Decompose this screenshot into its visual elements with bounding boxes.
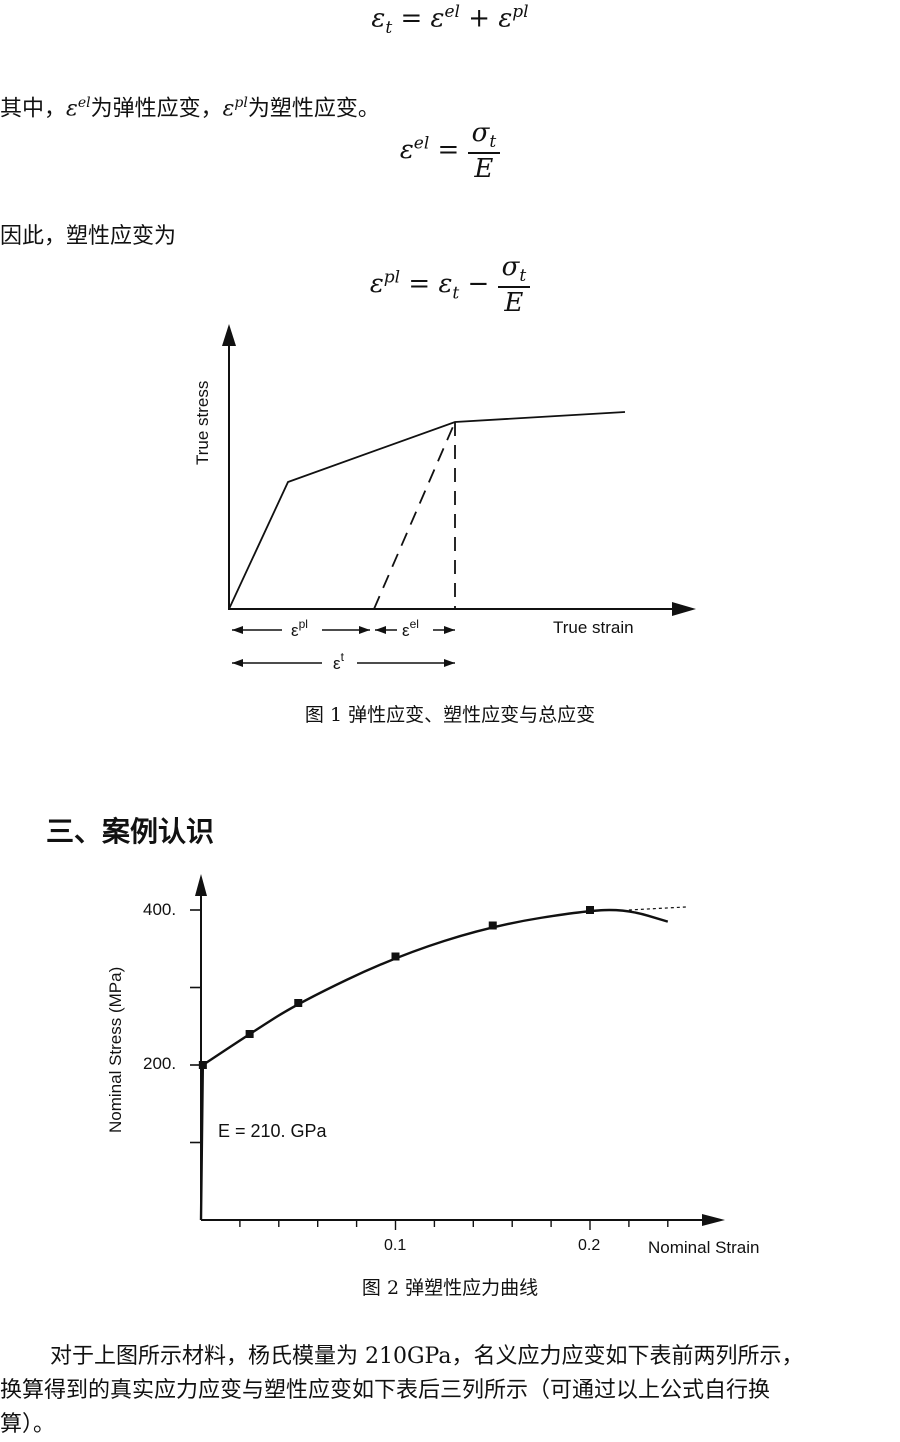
data-point-marker (488, 921, 497, 930)
x-tick-label-0.1: 0.1 (384, 1237, 406, 1254)
body-line-1: 对于上图所示材料，杨氏模量为 210GPa，名义应力应变如下表前两列所示， (50, 1344, 804, 1369)
y-tick-label-200: 200. (143, 1054, 176, 1073)
x-tick-label-0.2: 0.2 (578, 1237, 600, 1254)
figure-1-caption: 图 1 弹性应变、塑性应变与总应变 (304, 704, 596, 726)
y-axis-label: True stress (193, 381, 212, 465)
series-group (198, 906, 688, 1221)
x-ticks (239, 1220, 669, 1230)
figure-2-chart: 400. 200. 0.1 0.2 Nominal Strain Nominal… (106, 874, 760, 1257)
data-point-marker (245, 1030, 254, 1038)
data-point-marker (391, 952, 400, 961)
arrow-head (444, 626, 455, 634)
paragraph-therefore: 因此，塑性应变为 (0, 224, 177, 249)
fraction: σt E (467, 118, 501, 184)
eps-pl-label: εpl (291, 617, 308, 640)
arrow-head (232, 659, 243, 667)
x-axis-arrow (702, 1214, 725, 1226)
y-axis-arrow (222, 324, 236, 346)
arrow-head (444, 659, 455, 667)
section-heading: 三、案例认识 (46, 815, 215, 848)
stress-strain-line (199, 908, 669, 1221)
x-axis-label: True strain (553, 618, 634, 637)
extrapolation-dashed-line (628, 906, 688, 911)
equation-total-strain: εt = εel + εpl (371, 2, 529, 38)
arrow-head (359, 626, 370, 634)
data-point-marker (198, 1061, 207, 1069)
eps-t-label: εt (333, 650, 345, 673)
figure-1-strain-diagram: True stress True strain εpl εel εt (193, 324, 696, 673)
unloading-line (373, 421, 456, 610)
body-paragraph: 对于上图所示材料，杨氏模量为 210GPa，名义应力应变如下表前两列所示， 换算… (0, 1340, 900, 1442)
x-axis-label: Nominal Strain (648, 1238, 760, 1257)
x-axis-arrow (672, 602, 696, 616)
arrow-head (232, 626, 243, 634)
paragraph-strain-definition: 其中，εel为弹性应变，εpl为塑性应变。 (0, 95, 380, 122)
figure-2-caption: 图 2 弹塑性应力曲线 (361, 1277, 539, 1299)
y-axis-arrow (195, 874, 207, 896)
data-point-marker (294, 999, 303, 1007)
y-axis-label: Nominal Stress (MPa) (106, 967, 125, 1133)
arrow-head (375, 626, 386, 634)
equation-plastic-strain: εpl = εt − σt E (0, 252, 900, 318)
fraction: σt E (497, 252, 531, 318)
stress-strain-curve (228, 411, 626, 610)
body-line-3: 算）。 (0, 1412, 56, 1437)
equation-elastic-strain: εel = σt E (0, 118, 900, 184)
y-ticks (190, 909, 201, 1144)
body-line-2: 换算得到的真实应力应变与塑性应变如下表后三列所示（可通过以上公式自行换 (0, 1378, 771, 1403)
modulus-annotation: E = 210. GPa (218, 1121, 328, 1141)
data-point-marker (586, 906, 594, 914)
eps-el-label: εel (402, 617, 419, 640)
y-tick-label-400: 400. (143, 900, 176, 919)
